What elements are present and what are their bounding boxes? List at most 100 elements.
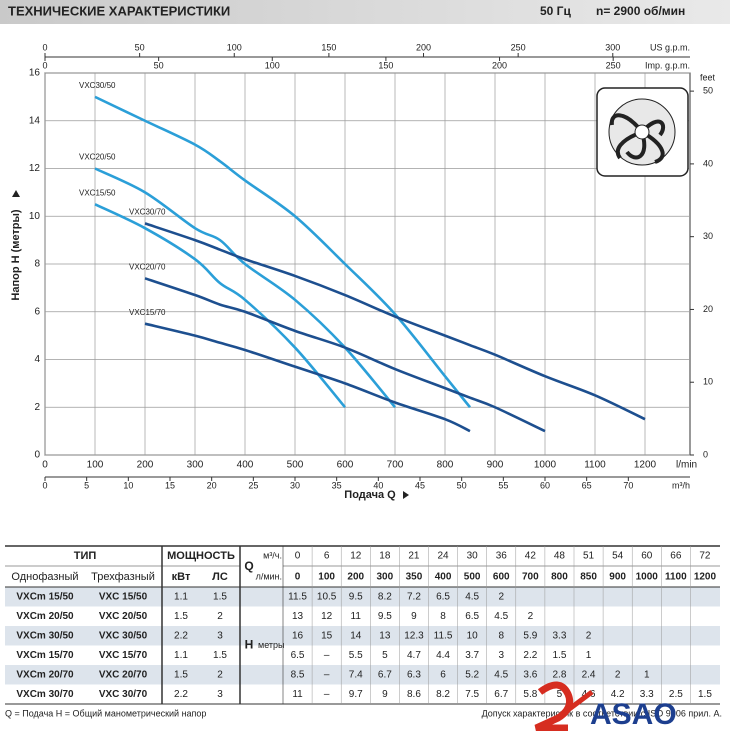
y2-tick-label: 30 [703,231,713,241]
axis-tick-label: 50 [135,42,145,52]
table-cell: 8.5 [291,669,305,680]
table-cell: 2.8 [552,669,566,680]
y-tick-label: 14 [29,115,41,126]
axis-tick-label: 50 [457,480,467,490]
table-cell: 0 [295,572,301,583]
series-label: VXC30/50 [79,81,116,90]
curve [144,277,546,433]
table-cell: 16 [292,630,304,641]
y-tick-label: 6 [34,306,40,317]
table-cell: 5.5 [349,650,363,661]
table-cell: 8.6 [407,689,421,700]
y-tick-label: 4 [34,354,40,365]
axis-tick-label: 40 [373,480,383,490]
y2-unit: feet [700,72,716,82]
table-cell: 2.4 [582,669,596,680]
table-cell: 700 [522,572,539,583]
table-cell: 3.7 [465,650,479,661]
table-cell: VXC 30/50 [99,630,148,641]
table-cell: VXCm 30/70 [16,689,74,700]
table-cell: 12 [350,551,362,562]
table-cell: 100 [318,572,335,583]
table-cell: 66 [670,551,682,562]
header-title: ТЕХНИЧЕСКИЕ ХАРАКТЕРИСТИКИ [8,3,230,18]
y-tick-label: 8 [34,259,40,270]
axis-tick-label: 0 [42,480,47,490]
table-cell: 8 [498,630,504,641]
axis-tick-label: 250 [606,60,621,70]
table-cell: 48 [554,551,566,562]
table-cell: 42 [525,551,537,562]
table-cell: 9.5 [349,591,363,602]
axis-tick-label: 55 [498,480,508,490]
row-band [5,665,720,685]
table-cell: – [324,650,330,661]
table-cell: 800 [551,572,568,583]
table-cell: 1200 [694,572,717,583]
table-header: ЛС [212,571,228,583]
axis-tick-label: 20 [207,480,217,490]
y2-tick-label: 10 [703,377,713,387]
table-cell: VXCm 20/50 [16,611,74,622]
y-tick-label: 10 [29,211,41,222]
table-cell: 11 [351,611,362,622]
table-cell: VXCm 30/50 [16,630,74,641]
table-cell: 9 [411,611,417,622]
x-tick-label: 1000 [534,460,557,471]
table-cell: VXC 15/50 [99,591,148,602]
table-cell: 60 [641,551,653,562]
table-cell: 1 [644,669,650,680]
table-cell: 0 [295,551,301,562]
curve [144,322,471,433]
table-cell: 4.2 [611,689,625,700]
table-cell: 24 [437,551,449,562]
footer-tolerance: Допуск характеристик в соответствии с IS… [482,708,722,718]
table-cell: 13 [379,630,391,641]
table-cell: 3.3 [552,630,566,641]
table-cell: 54 [612,551,624,562]
axis-tick-label: 150 [378,60,393,70]
axis-tick-label: 100 [265,60,280,70]
table-header: Однофазный [11,571,78,583]
axis-tick-label: 150 [321,42,336,52]
axis-tick-label: 100 [227,42,242,52]
logo: ASAO [534,681,677,731]
curve [94,95,472,409]
axis-tick-label: 5 [84,480,89,490]
table-cell: 30 [467,551,479,562]
table-cell: 10 [467,630,479,641]
impeller-icon [596,87,689,177]
table-cell: 4.5 [465,591,479,602]
axis-tick-label: 60 [540,480,550,490]
table-cell: 72 [699,551,711,562]
axis-tick-label: 35 [332,480,342,490]
table-cell: 11 [292,689,303,700]
table-cell: 9.7 [349,689,363,700]
table-cell: 2 [498,591,504,602]
table-cell: 400 [435,572,452,583]
table-header: кВт [172,571,191,583]
table-cell: 1.5 [174,669,188,680]
table-cell: 3.6 [523,669,537,680]
table-cell: 500 [464,572,481,583]
arrow [403,491,409,499]
x-unit: l/min [676,460,697,471]
table-cell: 11.5 [434,630,453,641]
row-band [5,626,720,646]
y-axis-title: Напор H (метры) [10,209,22,300]
table-cell: 1 [586,650,592,661]
table-cell: 15 [321,630,333,641]
axis-tick-label: 0 [42,42,47,52]
table-cell: 1000 [636,572,659,583]
table-cell: 10.5 [317,591,337,602]
table-cell: 36 [496,551,508,562]
table-cell: 2 [217,669,223,680]
x-tick-label: 900 [487,460,504,471]
table-cell: 6.5 [436,591,450,602]
table-header: МОЩНОСТЬ [167,550,235,562]
table-cell: 11.5 [288,591,307,602]
table-cell: VXC 15/70 [99,650,148,661]
table-cell: 2.2 [174,630,188,641]
x-tick-label: 800 [437,460,454,471]
table-cell: 1.5 [552,650,566,661]
